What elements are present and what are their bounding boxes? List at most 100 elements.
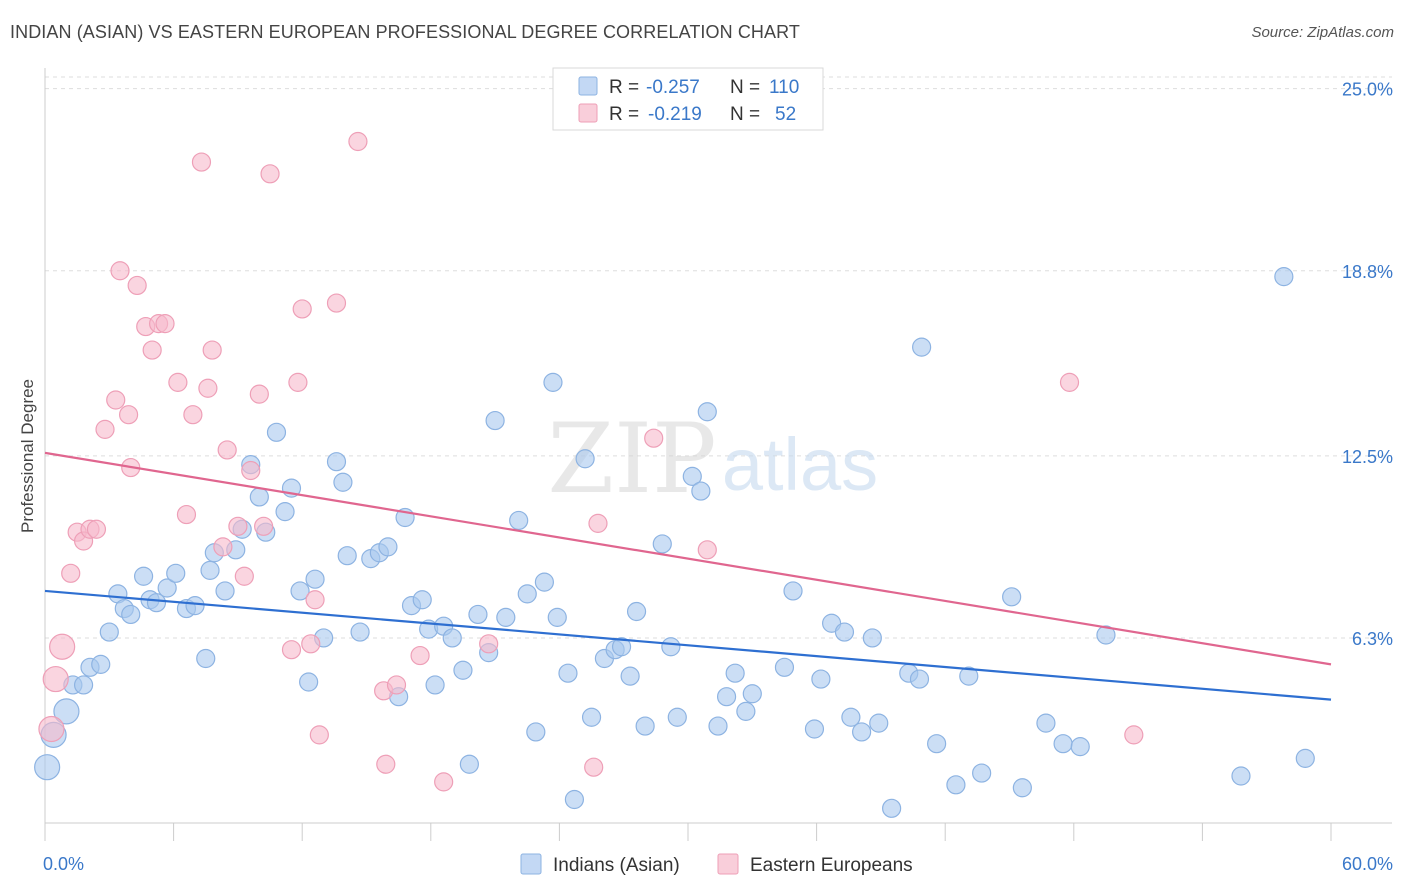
indians-asian-point-83 (783, 581, 803, 601)
eastern-europeans-point-48 (644, 428, 664, 448)
eastern-europeans-point-18 (168, 372, 188, 392)
stats-legend-r-value-blue: -0.257 (646, 77, 700, 98)
indians-asian-point-87 (834, 622, 855, 642)
indians-asian-point-106 (1231, 766, 1251, 786)
eastern-europeans-point-34 (292, 299, 312, 319)
indians-asian-point-54 (496, 607, 516, 627)
indians-asian-point-94 (909, 669, 930, 689)
eastern-europeans-point-37 (309, 725, 329, 745)
indians-asian-point-14 (157, 578, 177, 598)
eastern-europeans-point-11 (118, 405, 139, 425)
indians-asian-point-79 (725, 663, 745, 683)
stats-legend: R = -0.257 N = 110 R = -0.219 N = 52 (552, 67, 824, 131)
indians-asian-point-49 (453, 660, 473, 680)
indians-asian-point-63 (575, 449, 595, 469)
indians-asian-point-64 (581, 707, 602, 727)
legend-swatch-indians-asian[interactable] (520, 853, 542, 875)
eastern-europeans-point-24 (213, 537, 233, 557)
eastern-europeans-point-44 (434, 772, 454, 792)
indians-asian-point-85 (811, 669, 831, 689)
legend-label-indians-asian[interactable]: Indians (Asian) (553, 855, 680, 876)
eastern-europeans-point-33 (288, 372, 308, 392)
indians-asian-point-96 (927, 734, 947, 754)
eastern-europeans-point-21 (191, 152, 212, 172)
eastern-europeans-point-30 (254, 516, 274, 536)
eastern-europeans-point-41 (376, 754, 396, 774)
y-tick-labels: 6.3% 12.5% 18.8% 25.0% (1342, 80, 1393, 649)
eastern-europeans-point-20 (183, 405, 203, 425)
indians-asian-point-11 (133, 566, 154, 586)
indians-asian-point-80 (736, 701, 756, 721)
eastern-europeans-point-38 (326, 293, 347, 313)
indians-asian-point-44 (412, 590, 432, 610)
x-tick-labels: 0.0% 60.0% (43, 854, 1393, 874)
eastern-europeans-point-35 (301, 634, 321, 654)
stats-legend-n-label-pink: N = (730, 104, 760, 125)
indians-asian-point-100 (1002, 587, 1022, 607)
eastern-europeans-point-19 (176, 504, 197, 525)
indians-asian-point-32 (305, 569, 325, 589)
y-axis-label: Professional Degree (18, 379, 37, 533)
indians-asian-point-107 (1274, 267, 1294, 287)
y-tick-label-3: 25.0% (1342, 80, 1393, 100)
indians-asian-point-25 (249, 487, 269, 507)
indians-asian-point-92 (882, 798, 902, 818)
watermark-atlas: atlas (722, 423, 878, 506)
indians-asian-point-0 (34, 754, 61, 781)
eastern-europeans-point-2 (49, 633, 76, 660)
indians-asian-point-105 (1096, 625, 1116, 645)
indians-asian-point-95 (912, 337, 932, 357)
indians-asian-point-60 (547, 607, 567, 627)
indians-asian-point-89 (852, 722, 872, 742)
series-eastern-europeans (38, 131, 1144, 792)
watermark-zip: ZIP (547, 403, 716, 515)
legend-swatch-eastern-europeans[interactable] (717, 853, 739, 875)
eastern-europeans-point-36 (305, 590, 325, 610)
indians-asian-point-35 (333, 472, 353, 492)
eastern-europeans-point-39 (348, 131, 368, 152)
eastern-europeans-point-32 (281, 640, 302, 660)
trendline-eastern-europeans (44, 451, 1332, 666)
eastern-europeans-point-9 (106, 390, 126, 410)
eastern-europeans-point-8 (95, 419, 115, 439)
indians-asian-point-76 (697, 402, 717, 422)
eastern-europeans-point-10 (110, 261, 130, 281)
indians-asian-point-36 (337, 546, 357, 566)
indians-asian-point-17 (185, 596, 205, 616)
indians-asian-point-59 (543, 372, 563, 392)
indians-asian-point-2 (53, 698, 80, 725)
eastern-europeans-point-0 (38, 715, 65, 743)
indians-asian-point-103 (1053, 734, 1073, 754)
stats-legend-n-value-pink: 52 (775, 104, 796, 125)
indians-asian-point-68 (620, 666, 640, 686)
indians-asian-point-70 (635, 716, 655, 736)
eastern-europeans-point-51 (1124, 725, 1144, 745)
indians-asian-point-77 (708, 716, 728, 736)
indians-asian-point-61 (558, 663, 578, 683)
eastern-europeans-point-47 (588, 513, 608, 533)
indians-asian-point-88 (841, 707, 861, 727)
stats-legend-box (552, 67, 824, 131)
gridlines (45, 76, 1392, 639)
eastern-europeans-point-45 (479, 634, 499, 654)
indians-asian-point-98 (959, 666, 979, 686)
indians-asian-point-104 (1070, 737, 1090, 757)
indians-asian-point-40 (378, 537, 398, 557)
indians-asian-point-34 (326, 452, 347, 472)
eastern-europeans-point-28 (241, 460, 261, 481)
trendlines (44, 451, 1332, 701)
indians-asian-point-67 (611, 637, 632, 657)
indians-asian-point-48 (442, 628, 462, 648)
stats-legend-r-label-blue: R = (609, 77, 639, 98)
eastern-europeans-point-25 (217, 440, 237, 460)
indians-asian-point-57 (526, 722, 546, 742)
indians-asian-point-6 (91, 654, 111, 674)
eastern-europeans-point-26 (228, 516, 248, 536)
legend-label-eastern-europeans[interactable]: Eastern Europeans (750, 855, 913, 876)
y-tick-label-2: 18.8% (1342, 262, 1393, 282)
indians-asian-point-50 (459, 754, 479, 774)
series-legend: Indians (Asian) Eastern Europeans (520, 853, 913, 876)
stats-legend-r-label-pink: R = (609, 104, 639, 125)
eastern-europeans-point-15 (142, 340, 162, 360)
